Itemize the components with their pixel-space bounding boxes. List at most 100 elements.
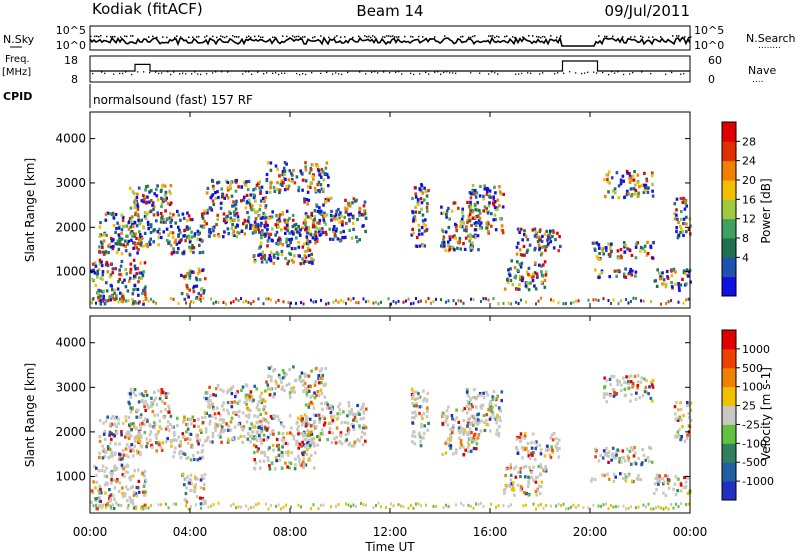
- scatter-cell: [361, 213, 365, 217]
- scatter-cell: [197, 424, 200, 429]
- scatter-cell: [290, 301, 292, 305]
- scatter-cell: [117, 233, 121, 237]
- scatter-cell: [525, 503, 527, 507]
- scatter-cell: [615, 391, 619, 396]
- scatter-cell: [136, 205, 140, 209]
- scatter-cell: [192, 290, 196, 294]
- scatter-cell: [140, 271, 144, 275]
- scatter-cell: [105, 481, 108, 485]
- scatter-cell: [190, 482, 193, 486]
- scatter-cell: [547, 236, 550, 240]
- scatter-cell: [198, 238, 202, 242]
- scatter-cell: [410, 302, 412, 306]
- scatter-cell: [270, 298, 272, 302]
- scatter-cell: [534, 287, 538, 291]
- scatter-cell: [333, 232, 337, 236]
- scatter-cell: [308, 417, 312, 421]
- scatter-cell: [267, 297, 270, 301]
- nsearch-dot: [434, 36, 436, 38]
- scatter-cell: [180, 292, 184, 296]
- scatter-cell: [322, 170, 325, 174]
- scatter-cell: [187, 214, 191, 218]
- scatter-cell: [133, 274, 136, 278]
- scatter-cell: [91, 277, 94, 282]
- scatter-cell: [198, 231, 201, 235]
- scatter-cell: [471, 405, 474, 409]
- scatter-cell: [106, 502, 109, 506]
- scatter-cell: [645, 253, 649, 257]
- scatter-cell: [132, 449, 135, 453]
- scatter-cell: [468, 212, 472, 216]
- scatter-cell: [139, 451, 142, 455]
- scatter-cell: [285, 372, 288, 376]
- scatter-cell: [507, 278, 511, 282]
- scatter-cell: [97, 288, 101, 292]
- scatter-cell: [261, 419, 265, 423]
- scatter-cell: [634, 451, 637, 455]
- scatter-cell: [358, 439, 361, 443]
- scatter-cell: [673, 482, 677, 486]
- scatter-cell: [290, 432, 294, 436]
- scatter-cell: [602, 252, 605, 256]
- scatter-cell: [493, 205, 497, 209]
- scatter-cell: [661, 476, 665, 481]
- scatter-cell: [275, 250, 279, 255]
- velocity-colorbar-label: Velocity [m s-1]: [759, 367, 773, 461]
- scatter-cell: [321, 407, 324, 411]
- scatter-cell: [113, 422, 117, 426]
- scatter-cell: [105, 281, 108, 285]
- scatter-cell: [342, 229, 345, 234]
- scatter-cell: [185, 225, 189, 229]
- scatter-cell: [548, 236, 552, 240]
- scatter-cell: [187, 295, 190, 299]
- scatter-cell: [185, 456, 188, 460]
- scatter-cell: [417, 232, 421, 236]
- scatter-cell: [116, 478, 119, 482]
- scatter-cell: [350, 444, 353, 448]
- scatter-cell: [229, 428, 233, 432]
- nsearch-dot: [418, 35, 420, 38]
- scatter-cell: [184, 492, 188, 496]
- cpid-row: CPID normalsound (fast) 157 RF: [3, 84, 253, 108]
- scatter-cell: [452, 299, 455, 303]
- scatter-cell: [139, 434, 143, 438]
- scatter-cell: [594, 450, 598, 454]
- nsearch-dot: [292, 35, 294, 37]
- scatter-cell: [182, 451, 185, 456]
- scatter-cell: [468, 396, 472, 400]
- scatter-cell: [468, 233, 472, 237]
- scatter-cell: [261, 250, 264, 254]
- scatter-cell: [551, 438, 555, 442]
- colorbar-tick-label: 4: [742, 251, 749, 264]
- scatter-cell: [642, 299, 645, 303]
- scatter-cell: [640, 183, 644, 187]
- nave-dot: [275, 72, 277, 74]
- scatter-cell: [278, 190, 281, 195]
- scatter-cell: [426, 409, 429, 413]
- scatter-cell: [526, 484, 530, 488]
- scatter-cell: [233, 410, 236, 414]
- scatter-cell: [630, 462, 633, 466]
- scatter-cell: [263, 257, 267, 261]
- scatter-cell: [320, 187, 324, 191]
- scatter-cell: [522, 448, 525, 452]
- scatter-cell: [533, 271, 537, 275]
- scatter-cell: [223, 196, 226, 200]
- scatter-cell: [657, 505, 660, 509]
- scatter-cell: [473, 189, 477, 193]
- nave-dot: [281, 72, 283, 74]
- scatter-cell: [597, 275, 600, 279]
- scatter-cell: [305, 423, 309, 427]
- scatter-cell: [360, 501, 362, 505]
- scatter-cell: [277, 384, 280, 388]
- scatter-cell: [92, 480, 95, 484]
- scatter-cell: [496, 207, 499, 211]
- scatter-cell: [364, 439, 367, 443]
- scatter-cell: [139, 453, 142, 457]
- scatter-cell: [632, 178, 636, 182]
- nave-dot: [272, 72, 274, 74]
- scatter-cell: [95, 301, 97, 305]
- scatter-cell: [110, 454, 114, 458]
- scatter-cell: [302, 465, 305, 469]
- scatter-cell: [272, 253, 276, 257]
